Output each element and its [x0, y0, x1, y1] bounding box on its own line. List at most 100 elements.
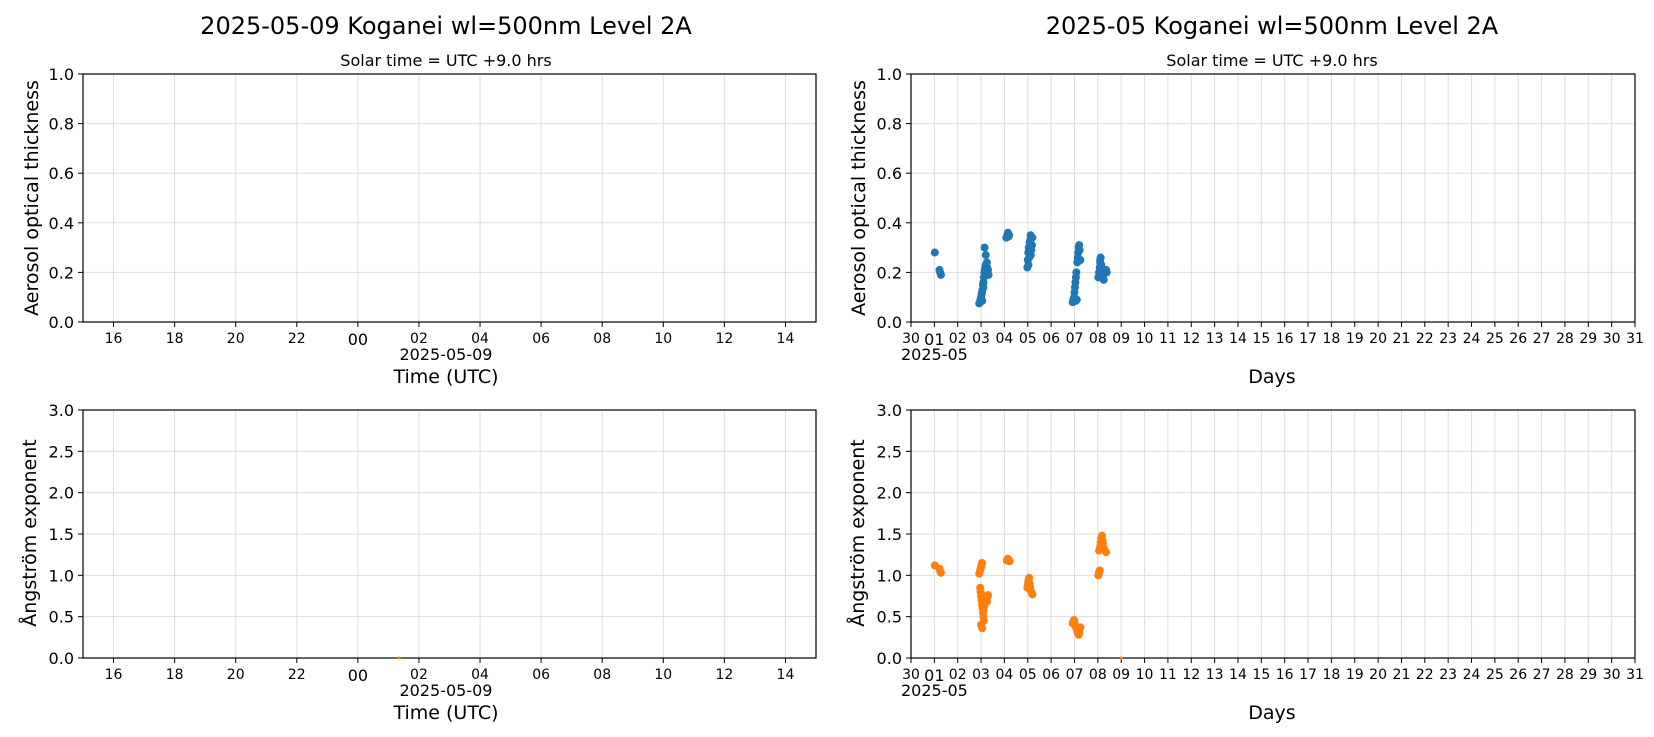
x-tick-label: 06 [1042, 667, 1060, 683]
monthly-subtitle: Solar time = UTC +9.0 hrs [1166, 51, 1377, 70]
data-point [1119, 656, 1123, 660]
x-tick-label: 11 [1159, 331, 1177, 347]
axes-frame [82, 73, 817, 323]
x-tick-label: 19 [1346, 667, 1364, 683]
y-tick-label: 0.0 [49, 649, 74, 668]
monthly-suptitle: 2025-05 Koganei wl=500nm Level 2A [1046, 12, 1499, 40]
daily-angstrom-panel: Ångström exponent 2025-05-09 Time (UTC) … [18, 401, 817, 724]
x-tick-label: 08 [1089, 667, 1107, 683]
data-point [1102, 548, 1111, 557]
daily-angstrom-x-offset: 2025-05-09 [400, 681, 493, 700]
x-tick-label: 28 [1556, 331, 1574, 347]
x-tick-label: 10 [654, 667, 672, 683]
y-tick-label: 1.0 [877, 65, 902, 84]
x-tick-label: 08 [1089, 331, 1107, 347]
data-point [981, 251, 990, 260]
x-tick-label: 04 [471, 331, 489, 347]
x-tick-label: 17 [1299, 331, 1317, 347]
x-tick-label: 24 [1463, 667, 1481, 683]
x-tick-label: 09 [1112, 331, 1130, 347]
x-tick-label: 16 [105, 667, 123, 683]
data-point [1095, 546, 1104, 555]
daily-subtitle: Solar time = UTC +9.0 hrs [340, 51, 551, 70]
x-tick-label: 10 [1136, 331, 1154, 347]
y-tick-label: 0.6 [877, 164, 902, 183]
x-tick-label: 20 [227, 667, 245, 683]
monthly-angstrom-xlabel: Days [1248, 702, 1295, 724]
data-point [978, 296, 987, 305]
y-tick-label: 3.0 [877, 401, 902, 420]
data-point [936, 568, 945, 577]
data-point [1024, 584, 1033, 593]
data-point [1025, 573, 1034, 582]
x-tick-label: 09 [1112, 667, 1130, 683]
x-tick-label: 13 [1206, 331, 1224, 347]
monthly-angstrom-panel: Ångström exponent 2025-05 Days 0.0 0.5 1.0… [846, 401, 1644, 724]
data-point [984, 270, 993, 279]
daily-suptitle: 2025-05-09 Koganei wl=500nm Level 2A [200, 12, 692, 40]
x-tick-label: 22 [288, 331, 306, 347]
data-point [978, 624, 987, 633]
y-tick-label: 0.2 [49, 263, 74, 282]
x-tick-label: 22 [1416, 331, 1434, 347]
data-point [1076, 256, 1085, 264]
x-tick-label: 01 [924, 330, 944, 349]
daily-angstrom-ylabel: Ångström exponent [18, 439, 41, 627]
data-point [984, 591, 993, 600]
monthly-aot-panel: 2025-05 Koganei wl=500nm Level 2A Solar … [848, 12, 1644, 388]
data-point [1096, 256, 1105, 264]
daily-aot-ylabel: Aerosol optical thickness [21, 80, 43, 316]
x-tick-label: 30 [1603, 331, 1621, 347]
y-tick-label: 3.0 [49, 401, 74, 420]
data-point [397, 656, 401, 660]
x-tick-label: 07 [1066, 667, 1084, 683]
y-tick-label: 0.6 [49, 164, 74, 183]
x-tick-label: 20 [1369, 331, 1387, 347]
x-tick-label: 27 [1533, 667, 1551, 683]
y-tick-label: 0.0 [877, 313, 902, 332]
data-point [979, 606, 988, 615]
daily-aot-x-offset: 2025-05-09 [400, 345, 493, 364]
x-tick-label: 06 [532, 667, 550, 683]
x-tick-label: 23 [1439, 331, 1457, 347]
x-tick-label: 24 [1463, 331, 1481, 347]
data-point [936, 270, 945, 279]
monthly-angstrom-x-offset: 2025-05 [901, 681, 968, 700]
x-tick-label: 16 [105, 331, 123, 347]
data-point [1028, 590, 1037, 599]
x-tick-label: 11 [1159, 667, 1177, 683]
x-tick-label: 26 [1509, 667, 1527, 683]
y-tick-label: 2.0 [877, 484, 902, 503]
y-tick-label: 0.5 [49, 608, 74, 627]
y-tick-label: 1.0 [49, 65, 74, 84]
x-tick-label: 20 [1369, 667, 1387, 683]
x-tick-label: 01 [924, 666, 944, 685]
x-tick-label: 02 [949, 667, 967, 683]
data-point [1024, 260, 1033, 269]
x-tick-label: 15 [1252, 667, 1270, 683]
daily-aot-xlabel: Time (UTC) [392, 366, 498, 388]
data-point [1076, 623, 1085, 632]
data-point [1099, 275, 1108, 284]
x-tick-label: 22 [288, 667, 306, 683]
data-point [1005, 231, 1014, 240]
x-tick-label: 23 [1439, 667, 1457, 683]
data-point [982, 258, 991, 267]
monthly-aot-xlabel: Days [1248, 366, 1295, 388]
data-point [1075, 246, 1084, 255]
data-point [1102, 268, 1111, 277]
y-tick-label: 0.0 [49, 313, 74, 332]
y-tick-label: 1.0 [877, 566, 902, 585]
monthly-aot-x-offset: 2025-05 [901, 345, 968, 364]
monthly-angstrom-ylabel: Ångström exponent [846, 439, 869, 627]
x-tick-label: 00 [348, 330, 368, 349]
axes-frame [910, 409, 1636, 659]
y-tick-label: 2.5 [49, 442, 74, 461]
data-point [1072, 268, 1081, 277]
x-tick-label: 10 [1136, 667, 1154, 683]
y-tick-label: 1.5 [49, 525, 74, 544]
data-point [1095, 566, 1104, 575]
data-point [1028, 233, 1037, 242]
x-tick-label: 07 [1066, 331, 1084, 347]
